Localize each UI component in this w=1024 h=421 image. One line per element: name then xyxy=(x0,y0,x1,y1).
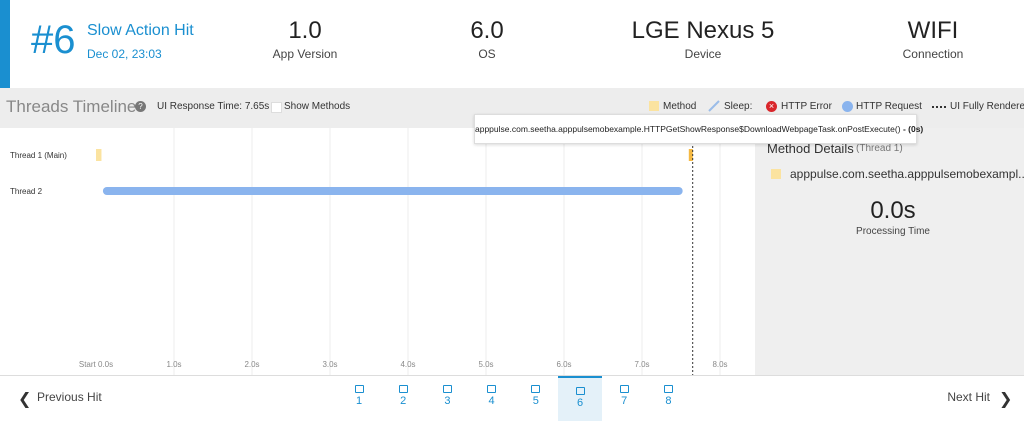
page-icon xyxy=(531,385,541,393)
checkbox[interactable] xyxy=(271,102,282,113)
toolbar-title: Threads Timeline xyxy=(6,97,137,116)
page-link[interactable]: 2 xyxy=(381,376,425,421)
tooltip-method: apppulse.com.seetha.apppulsemobexample.H… xyxy=(475,124,901,134)
stat-value: 1.0 xyxy=(288,17,322,44)
checkbox-label: Show Methods xyxy=(284,101,351,112)
ui-response-time: UI Response Time: 7.65s xyxy=(157,101,270,112)
page-link[interactable]: 6 xyxy=(558,376,602,421)
page-icon xyxy=(442,385,452,393)
page-number: 1 xyxy=(355,395,363,407)
help-icon[interactable]: ? xyxy=(135,101,146,112)
tooltip-duration: - (0s) xyxy=(902,124,924,134)
x-tick-label: 6.0s xyxy=(556,360,571,369)
stat-value: WIFI xyxy=(907,17,959,44)
stat-label: App Version xyxy=(272,47,338,61)
method-block xyxy=(688,149,693,161)
page-link[interactable]: 1 xyxy=(337,376,381,421)
x-tick-label: 5.0s xyxy=(478,360,493,369)
page-icon xyxy=(663,385,673,393)
legend-label: Method xyxy=(663,101,697,112)
stat-label: OS xyxy=(478,47,496,61)
details-thread: (Thread 1) xyxy=(856,143,903,154)
page-icon xyxy=(398,385,408,393)
x-tick-label: 4.0s xyxy=(400,360,415,369)
hit-title: Slow Action Hit xyxy=(87,22,194,39)
previous-hit[interactable]: Previous Hit xyxy=(37,390,102,404)
legend-label: Sleep: xyxy=(724,101,753,112)
stat-value: LGE Nexus 5 xyxy=(631,17,775,44)
accent-bar xyxy=(0,0,10,88)
page-icon xyxy=(619,385,629,393)
stat-label: Device xyxy=(684,47,722,61)
next-chevron[interactable]: ❯ xyxy=(999,391,1013,408)
timeline: Start 0.0s 1.0s 2.0s 3.0s 4.0s 5.0s 6.0s 7.0s 8.… xyxy=(10,128,728,375)
page-number: 4 xyxy=(488,395,495,407)
legend-swatch: × xyxy=(766,101,777,112)
page-number: 2 xyxy=(400,395,407,407)
page-number: 6 xyxy=(576,397,584,409)
details-method: apppulse.com.seetha.apppulsemobexampl... xyxy=(790,167,1024,181)
page-link[interactable]: 4 xyxy=(470,376,514,421)
x-tick-label: 3.0s xyxy=(322,360,337,369)
thread-label: Thread 1 (Main) xyxy=(10,151,67,160)
x-tick-label: 1.0s xyxy=(166,360,181,369)
page-number: 3 xyxy=(444,395,451,407)
details-panel xyxy=(755,128,1024,375)
prev-chevron[interactable]: ❮ xyxy=(18,391,32,408)
page-link[interactable]: 8 xyxy=(646,376,690,421)
page-icon xyxy=(487,385,497,393)
page-icon xyxy=(354,385,364,393)
method-swatch xyxy=(771,169,781,179)
processing-time-label: Processing Time xyxy=(856,226,930,237)
page-number: 5 xyxy=(532,395,539,407)
legend-label: UI Fully Rendered xyxy=(950,101,1024,112)
legend-swatch xyxy=(932,106,946,108)
hit-date: Dec 02, 23:03 xyxy=(87,47,162,61)
nav-bar xyxy=(0,375,1024,421)
page-link[interactable]: 5 xyxy=(514,376,558,421)
legend-swatch xyxy=(708,100,720,112)
stat-label: Connection xyxy=(902,47,964,61)
x-tick-label: 7.0s xyxy=(634,360,649,369)
page-number: 7 xyxy=(621,395,628,407)
x-tick-label: Start 0.0s xyxy=(79,360,113,369)
legend-label: HTTP Error xyxy=(781,101,832,112)
processing-time: 0.0s xyxy=(870,197,916,224)
page-icon xyxy=(575,387,585,395)
page-number: 8 xyxy=(665,395,672,407)
details-title: Method Details xyxy=(767,141,854,156)
next-hit[interactable]: Next Hit xyxy=(947,390,990,404)
page-link[interactable]: 3 xyxy=(425,376,469,421)
method-block xyxy=(96,149,102,161)
stat-value: 6.0 xyxy=(470,17,504,44)
x-tick-label: 2.0s xyxy=(244,360,259,369)
tooltip: apppulse.com.seetha.apppulsemobexample.H… xyxy=(474,114,923,144)
legend-label: HTTP Request xyxy=(856,101,922,112)
page-link[interactable]: 7 xyxy=(602,376,646,421)
x-tick-label: 8.0s xyxy=(712,360,727,369)
legend-swatch xyxy=(842,101,853,112)
hit-number: #6 xyxy=(31,18,76,62)
legend-swatch xyxy=(649,101,659,111)
thread-label: Thread 2 xyxy=(10,187,43,196)
